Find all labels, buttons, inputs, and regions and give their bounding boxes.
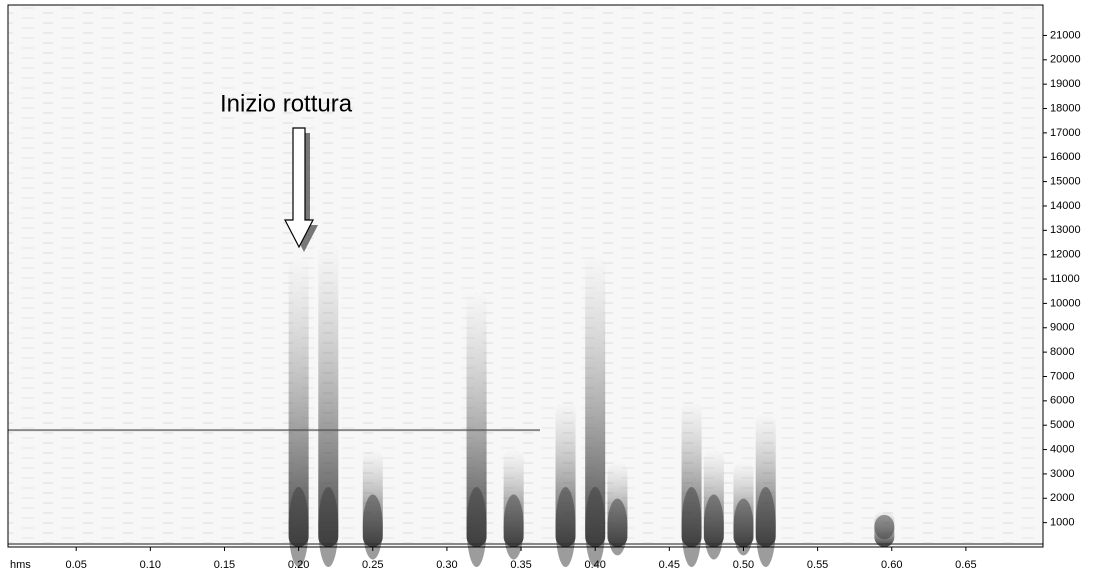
- y-tick-label: 4000: [1050, 443, 1074, 455]
- y-tick-label: 1000: [1050, 517, 1074, 529]
- x-tick-label: 0.55: [807, 559, 828, 571]
- x-tick-label: 0.20: [288, 559, 309, 571]
- burst-core: [585, 487, 605, 567]
- y-tick-label: 19000: [1050, 78, 1081, 90]
- y-tick-label: 12000: [1050, 249, 1081, 261]
- x-tick-label: 0.50: [733, 559, 754, 571]
- x-tick-label: 0.45: [659, 559, 680, 571]
- x-tick-label: 0.60: [881, 559, 902, 571]
- y-tick-label: 9000: [1050, 322, 1074, 334]
- y-tick-label: 21000: [1050, 29, 1081, 41]
- x-tick-label: 0.35: [510, 559, 531, 571]
- y-tick-label: 6000: [1050, 395, 1074, 407]
- burst-core: [289, 487, 309, 567]
- burst-core: [682, 487, 702, 567]
- y-tick-label: 13000: [1050, 224, 1081, 236]
- burst-core: [704, 495, 724, 560]
- x-tick-label: 0.25: [362, 559, 383, 571]
- x-tick-label: 0.65: [955, 559, 976, 571]
- x-tick-label: 0.15: [214, 559, 235, 571]
- x-axis-label: hms: [10, 559, 31, 571]
- y-tick-label: 3000: [1050, 468, 1074, 480]
- y-tick-label: 18000: [1050, 102, 1081, 114]
- annotation: Inizio rottura: [220, 90, 353, 117]
- y-tick-label: 16000: [1050, 151, 1081, 163]
- x-tick-label: 0.40: [584, 559, 605, 571]
- y-tick-label: 10000: [1050, 297, 1081, 309]
- y-tick-label: 5000: [1050, 419, 1074, 431]
- y-tick-label: 17000: [1050, 127, 1081, 139]
- x-tick-label: 0.10: [140, 559, 161, 571]
- y-tick-label: 2000: [1050, 492, 1074, 504]
- y-tick-label: 11000: [1050, 273, 1080, 285]
- x-tick-label: 0.30: [436, 559, 457, 571]
- y-tick-label: 14000: [1050, 200, 1081, 212]
- y-tick-label: 8000: [1050, 346, 1074, 358]
- plot-area: [8, 5, 1043, 547]
- y-tick-label: 15000: [1050, 176, 1081, 188]
- y-tick-label: 20000: [1050, 54, 1081, 66]
- burst-core: [467, 487, 487, 567]
- x-tick-label: 0.05: [65, 559, 86, 571]
- burst-core: [874, 515, 894, 539]
- burst-core: [318, 487, 338, 567]
- y-tick-label: 7000: [1050, 370, 1074, 382]
- burst-core: [556, 487, 576, 567]
- chart: Inizio rottura hms 0.05 0.10 0.15 0.20 0.25 0…: [0, 0, 1096, 573]
- burst-core: [756, 487, 776, 567]
